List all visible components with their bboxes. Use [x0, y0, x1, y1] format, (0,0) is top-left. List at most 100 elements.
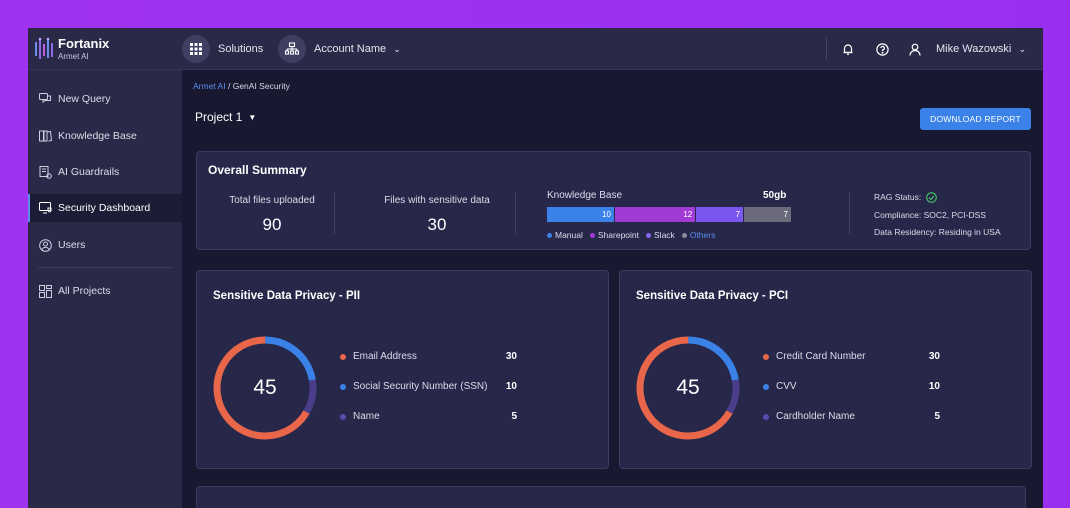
check-circle-icon — [925, 192, 937, 204]
sensitive-files-label: Files with sensitive data — [384, 195, 490, 206]
kb-legend-slack: Slack — [646, 230, 675, 240]
pci-legend-item: Credit Card Number — [763, 351, 865, 362]
legend-dot — [340, 383, 346, 390]
pci-slice-0 — [636, 336, 740, 440]
pci-slice-1 — [636, 336, 740, 440]
user-circle-icon — [38, 238, 52, 252]
sidebar-item-new-query[interactable]: New Query — [28, 85, 182, 113]
knowledge-base-legend: Manual Sharepoint Slack Others — [547, 230, 715, 240]
download-report-button[interactable]: DOWNLOAD REPORT — [920, 108, 1031, 130]
stat-divider — [334, 192, 335, 234]
kb-segment-manual: 10 — [547, 207, 614, 222]
legend-label: Credit Card Number — [776, 351, 866, 362]
pci-legend-value: 5 — [934, 411, 940, 422]
sidebar-item-users[interactable]: Users — [28, 231, 182, 259]
knowledge-base-size: 50gb — [763, 190, 787, 201]
pii-title: Sensitive Data Privacy - PII — [213, 290, 361, 302]
pci-legend-value: 30 — [928, 351, 940, 362]
stat-divider — [515, 192, 516, 234]
rag-status-label: RAG Status: — [874, 192, 922, 202]
pci-legend-item: CVV — [763, 381, 797, 392]
org-icon[interactable] — [278, 35, 306, 63]
kb-legend-others[interactable]: Others — [681, 230, 715, 240]
monitor-shield-icon — [38, 201, 52, 215]
sidebar-item-knowledge-base[interactable]: Knowledge Base — [28, 122, 182, 150]
legend-dot — [340, 353, 346, 360]
total-files-label: Total files uploaded — [229, 195, 315, 206]
pii-legend-item: Email Address — [340, 351, 417, 362]
summary-title: Overall Summary — [208, 163, 307, 177]
kb-segment-sharepoint: 12 — [614, 207, 696, 222]
sidebar: New Query Knowledge Base AI Guardrails — [28, 70, 182, 508]
sidebar-item-ai-guardrails[interactable]: AI Guardrails — [28, 158, 182, 186]
overall-summary-card: Overall Summary Total files uploaded 90 … — [196, 151, 1031, 250]
project-name: Project 1 — [195, 110, 243, 124]
book-icon — [38, 129, 52, 143]
pci-donut-chart — [636, 336, 740, 440]
knowledge-base-label: Knowledge Base — [547, 190, 623, 201]
sidebar-divider — [38, 267, 172, 268]
compliance-text: Compliance: SOC2, PCI-DSS — [874, 210, 986, 220]
legend-label: Cardholder Name — [776, 411, 855, 422]
sidebar-item-label: All Projects — [58, 285, 111, 297]
legend-dot — [340, 413, 346, 420]
legend-label: CVV — [776, 381, 797, 392]
rag-status: RAG Status: — [874, 192, 937, 204]
breadcrumb-separator: / — [227, 81, 231, 91]
legend-dot — [763, 353, 769, 360]
guard-icon — [38, 165, 52, 179]
pii-legend-item: Social Security Number (SSN) — [340, 381, 487, 392]
kb-segment-others: 7 — [744, 207, 791, 222]
breadcrumb-root-link[interactable]: Armet AI — [193, 81, 226, 91]
fortanix-logo-icon — [35, 37, 53, 59]
pci-card: Sensitive Data Privacy - PCI 45 Credit C… — [619, 270, 1032, 469]
user-icon[interactable] — [906, 40, 924, 58]
project-selector[interactable]: Project 1 ▼ — [195, 110, 256, 124]
pii-card: Sensitive Data Privacy - PII 45 Email Ad… — [196, 270, 609, 469]
next-card — [196, 486, 1026, 508]
legend-dot — [763, 383, 769, 390]
app-window: Fortanix Armet AI Solutions Account Name… — [28, 28, 1043, 508]
breadcrumb-current: GenAI Security — [232, 81, 290, 91]
pii-total: 45 — [253, 376, 277, 399]
pci-legend-item: Cardholder Name — [763, 411, 855, 422]
pci-total: 45 — [676, 376, 700, 399]
user-name: Mike Wazowski — [936, 43, 1012, 55]
legend-label: Social Security Number (SSN) — [353, 381, 488, 392]
help-icon[interactable] — [873, 40, 891, 58]
sidebar-item-label: Knowledge Base — [58, 130, 137, 142]
sidebar-item-all-projects[interactable]: All Projects — [28, 277, 182, 305]
pii-legend-value: 10 — [505, 381, 517, 392]
solutions-link[interactable]: Solutions — [218, 43, 264, 55]
sidebar-item-label: AI Guardrails — [58, 166, 120, 178]
sidebar-item-security-dashboard[interactable]: Security Dashboard — [28, 194, 182, 222]
pii-donut-chart — [213, 336, 317, 440]
chevron-down-icon: ⌄ — [1018, 44, 1026, 54]
brand-name: Fortanix — [58, 36, 110, 51]
account-selector[interactable]: Account Name ⌄ — [314, 43, 401, 55]
chat-icon — [38, 92, 52, 106]
brand-subtitle: Armet AI — [58, 52, 89, 61]
pci-legend-value: 10 — [928, 381, 940, 392]
data-residency-text: Data Residency: Residing in USA — [874, 227, 1001, 237]
chevron-down-icon: ⌄ — [393, 44, 401, 54]
stat-divider — [849, 192, 850, 234]
pci-title: Sensitive Data Privacy - PCI — [636, 290, 789, 302]
bell-icon[interactable] — [839, 40, 857, 58]
breadcrumb: Armet AI / GenAI Security — [193, 81, 290, 91]
knowledge-base-bar: 10 12 7 7 — [547, 207, 791, 222]
topbar-divider — [826, 38, 827, 60]
sidebar-item-label: Security Dashboard — [58, 202, 151, 214]
kb-legend-manual: Manual — [547, 230, 583, 240]
grid-icon[interactable] — [182, 35, 210, 63]
user-menu[interactable]: Mike Wazowski ⌄ — [936, 43, 1026, 55]
pii-slice-1 — [213, 336, 317, 440]
pii-slice-0 — [213, 336, 317, 440]
sidebar-item-label: New Query — [58, 93, 111, 105]
total-files-value: 90 — [262, 215, 282, 234]
pii-legend-item: Name — [340, 411, 380, 422]
projects-grid-icon — [38, 284, 52, 298]
caret-down-icon: ▼ — [248, 112, 257, 122]
sensitive-files-value: 30 — [427, 215, 447, 234]
kb-legend-sharepoint: Sharepoint — [589, 230, 639, 240]
